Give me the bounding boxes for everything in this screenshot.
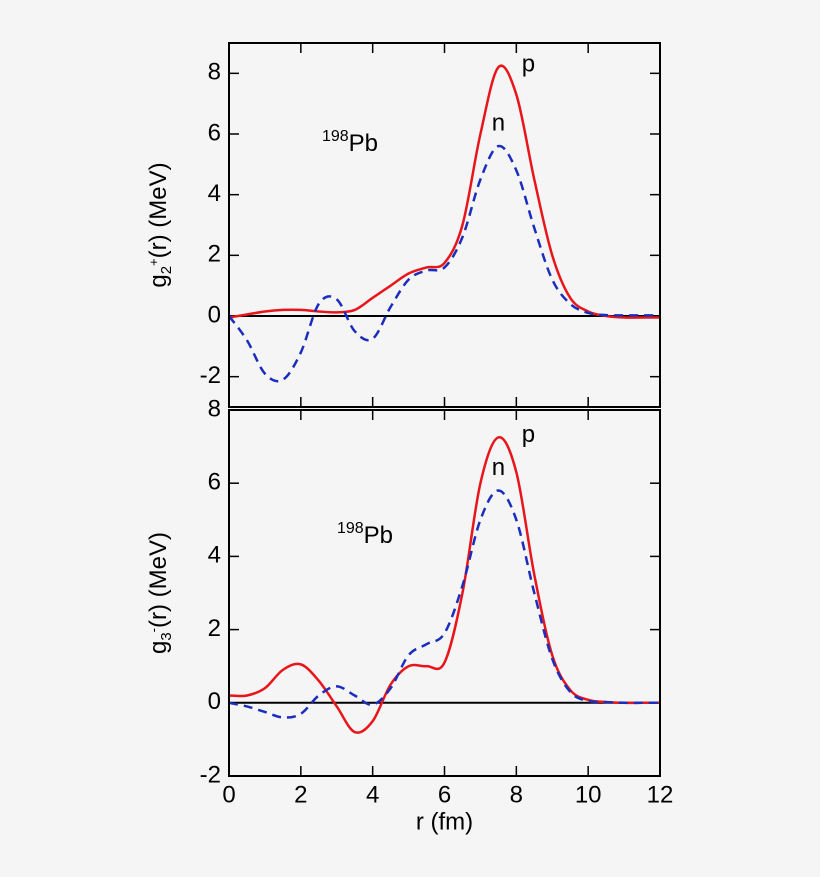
y-tick-label: -2 — [200, 761, 221, 788]
y-label-sup: + — [146, 258, 161, 266]
plot-frame — [228, 42, 661, 408]
nucleus-symbol: Pb — [349, 130, 378, 157]
y-label-base: g — [145, 274, 172, 287]
plot-frame — [228, 409, 661, 777]
y-axis-label: g3-(r) (MeV) — [145, 532, 175, 654]
nucleus-label: 198Pb — [322, 128, 378, 157]
x-axis-label: r (fm) — [416, 808, 473, 835]
y-tick-label: 2 — [208, 241, 221, 268]
y-label-sub: 3 — [158, 632, 175, 640]
y-label-rest: (r) (MeV) — [145, 532, 172, 628]
y-tick-label: 4 — [208, 542, 221, 569]
y-label-sub: 2 — [158, 266, 175, 274]
x-tick-label: 6 — [438, 781, 451, 808]
x-tick-label: 8 — [510, 781, 523, 808]
series-label: p — [522, 51, 535, 78]
series-line — [228, 436, 661, 734]
nucleus-mass: 198 — [337, 520, 364, 537]
y-tick-label: 8 — [208, 59, 221, 86]
y-tick-label: 8 — [208, 395, 221, 422]
nucleus-label: 198Pb — [337, 520, 393, 549]
y-tick-label: 0 — [208, 301, 221, 328]
y-tick-label: 0 — [208, 688, 221, 715]
series-label: p — [522, 421, 535, 448]
y-tick-label: 6 — [208, 119, 221, 146]
y-label-sup: - — [146, 628, 161, 632]
y-tick-label: 6 — [208, 469, 221, 496]
y-tick-label: -2 — [200, 362, 221, 389]
y-label-rest: (r) (MeV) — [145, 162, 172, 258]
series-line — [228, 64, 660, 319]
x-tick-label: 12 — [647, 781, 674, 808]
series-label: n — [492, 454, 505, 481]
x-tick-label: 10 — [575, 781, 602, 808]
series-label: n — [492, 109, 505, 136]
x-tick-label: 2 — [294, 781, 307, 808]
x-tick-label: 4 — [366, 781, 379, 808]
y-label-base: g — [145, 641, 172, 654]
y-tick-label: 2 — [208, 615, 221, 642]
nucleus-mass: 198 — [322, 128, 349, 145]
y-axis-label: g2+(r) (MeV) — [145, 162, 175, 287]
nucleus-symbol: Pb — [364, 522, 393, 549]
x-tick-label: 0 — [222, 781, 235, 808]
series-line — [228, 489, 661, 719]
series-line — [227, 144, 661, 383]
y-tick-label: 4 — [208, 180, 221, 207]
